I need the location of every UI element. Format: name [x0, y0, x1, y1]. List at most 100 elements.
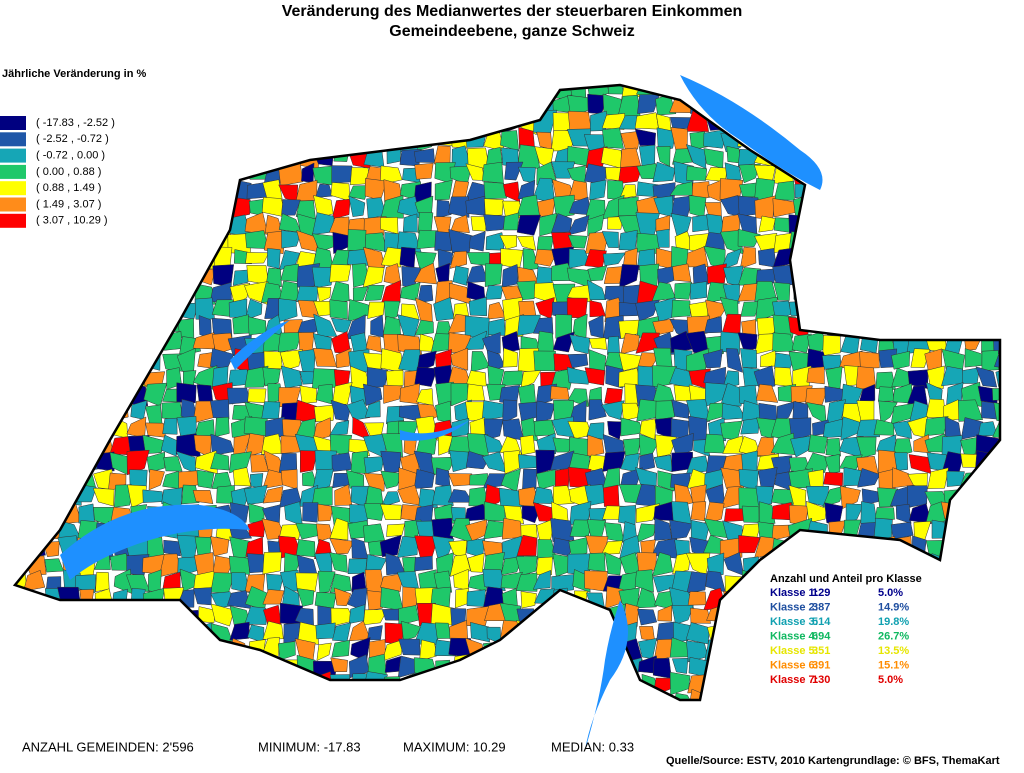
municipality [704, 501, 725, 525]
legend-title: Jährliche Veränderung in % [2, 68, 146, 80]
municipality [500, 130, 520, 152]
municipality [924, 654, 946, 678]
municipality [76, 623, 100, 640]
municipality [758, 467, 778, 490]
municipality [144, 147, 167, 165]
municipality [15, 432, 27, 454]
municipality [855, 280, 879, 305]
municipality [891, 196, 913, 217]
municipality [656, 127, 677, 151]
municipality [247, 316, 267, 336]
municipality [602, 252, 626, 267]
municipality [126, 334, 148, 352]
municipality [907, 315, 933, 339]
municipality [148, 654, 167, 677]
municipality [95, 399, 113, 419]
municipality [262, 658, 284, 679]
municipality [435, 262, 450, 284]
municipality [246, 692, 265, 700]
municipality [721, 313, 742, 334]
municipality [822, 297, 842, 322]
municipality [227, 93, 252, 113]
municipality [366, 366, 389, 388]
municipality [941, 167, 961, 181]
municipality [481, 400, 505, 421]
municipality [181, 162, 201, 181]
municipality [383, 384, 403, 404]
municipality [177, 622, 201, 644]
municipality [75, 675, 100, 693]
municipality [248, 503, 265, 524]
municipality [671, 657, 689, 674]
municipality [263, 85, 286, 101]
municipality [943, 144, 961, 168]
legend-swatch [0, 116, 26, 130]
municipality [160, 130, 180, 150]
municipality [192, 490, 214, 504]
municipality [57, 640, 81, 660]
municipality [908, 247, 928, 270]
municipality [942, 129, 966, 147]
municipality [397, 85, 419, 100]
municipality [858, 181, 879, 202]
legend-label: ( 1.49 , 3.07 ) [36, 198, 101, 210]
municipality [975, 467, 996, 488]
municipality [587, 434, 605, 458]
municipality [364, 285, 385, 302]
municipality [183, 246, 200, 266]
municipality [281, 129, 303, 147]
municipality [774, 180, 795, 201]
municipality [22, 437, 48, 455]
municipality [964, 348, 983, 368]
municipality [843, 166, 864, 182]
municipality [73, 643, 98, 658]
municipality [401, 620, 422, 642]
municipality [721, 653, 741, 679]
municipality [180, 97, 201, 116]
municipality [15, 416, 29, 436]
municipality [278, 453, 298, 476]
municipality [927, 587, 943, 611]
municipality [925, 398, 946, 419]
municipality [24, 405, 48, 424]
municipality [26, 641, 48, 661]
municipality [279, 349, 304, 371]
municipality [828, 249, 847, 268]
municipality [910, 229, 928, 253]
municipality [108, 622, 129, 642]
municipality [94, 658, 110, 677]
municipality [350, 130, 370, 152]
municipality [278, 690, 299, 700]
municipality [25, 381, 46, 408]
municipality [554, 606, 575, 621]
municipality [418, 708, 436, 730]
municipality [61, 610, 79, 628]
municipality [826, 95, 844, 113]
municipality [193, 217, 218, 237]
municipality [464, 96, 489, 115]
municipality [127, 284, 147, 305]
municipality [113, 484, 132, 508]
municipality [573, 672, 589, 696]
municipality [722, 435, 744, 454]
municipality [992, 501, 1000, 522]
municipality [198, 115, 215, 132]
municipality [158, 144, 184, 166]
municipality [636, 398, 660, 422]
class-label: Klasse 6: [770, 659, 818, 671]
municipality [772, 198, 797, 218]
municipality [232, 269, 249, 286]
municipality [92, 689, 114, 700]
municipality [213, 178, 230, 201]
municipality [467, 552, 485, 573]
municipality [46, 658, 64, 680]
municipality [60, 85, 83, 101]
municipality [859, 213, 881, 236]
municipality [536, 131, 553, 150]
municipality [210, 348, 235, 369]
municipality [959, 670, 981, 692]
municipality [383, 263, 402, 286]
municipality [619, 264, 640, 289]
municipality [25, 365, 45, 390]
municipality [980, 654, 997, 678]
